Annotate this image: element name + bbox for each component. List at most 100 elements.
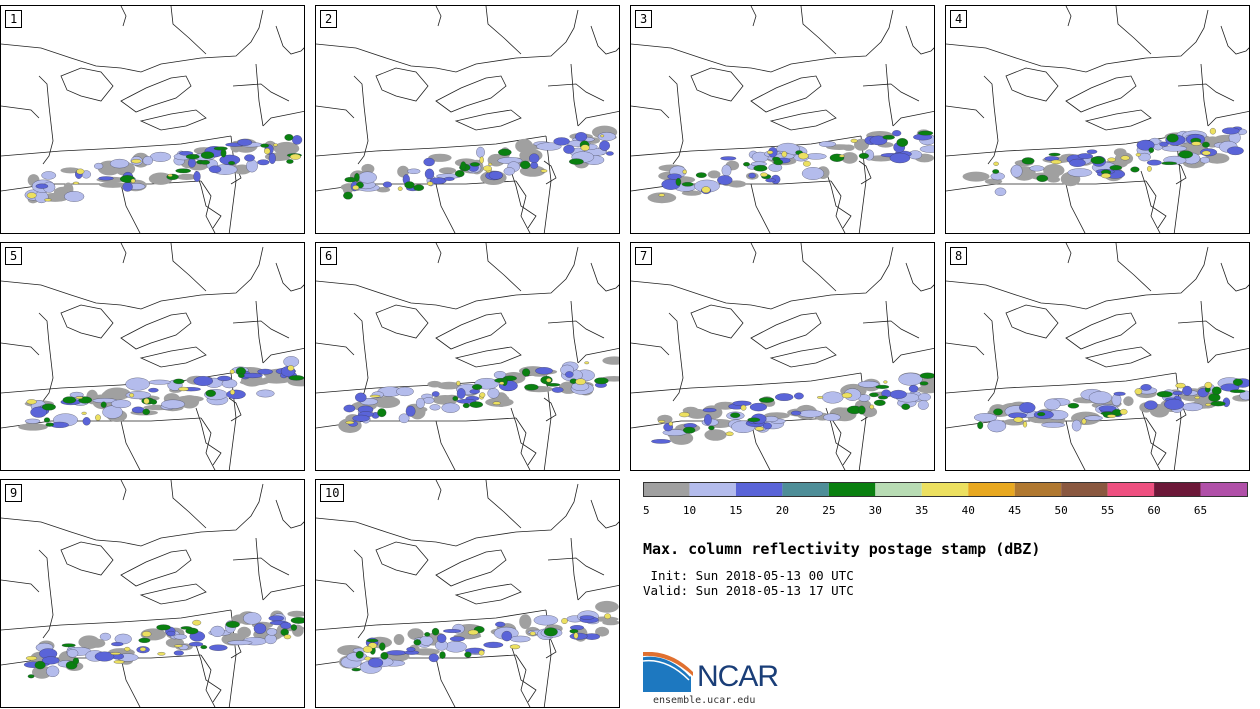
reflectivity-cell bbox=[200, 160, 210, 165]
reflectivity-cell bbox=[404, 181, 415, 189]
reflectivity-cell bbox=[109, 158, 130, 169]
panel-label: 1 bbox=[5, 10, 23, 28]
map-boundary-line bbox=[547, 320, 605, 339]
map-boundary-line bbox=[892, 110, 934, 127]
reflectivity-cell bbox=[1086, 149, 1098, 154]
map-boundary-line bbox=[1, 483, 264, 547]
map-boundary-line bbox=[1, 342, 40, 356]
reflectivity-cell bbox=[157, 652, 166, 656]
reflectivity-cell bbox=[1021, 157, 1035, 165]
map-boundary-line bbox=[1, 135, 232, 157]
map-boundary-line bbox=[858, 160, 872, 185]
ensemble-member-panel-7: 7 bbox=[630, 242, 935, 471]
reflectivity-cell bbox=[647, 192, 677, 204]
logo-wordmark: NCAR bbox=[697, 660, 779, 693]
reflectivity-cell bbox=[686, 408, 709, 419]
reflectivity-cell bbox=[45, 422, 54, 427]
reflectivity-cell bbox=[917, 130, 934, 136]
reflectivity-cell bbox=[483, 641, 504, 648]
reflectivity-cell bbox=[725, 431, 734, 436]
reflectivity-cell bbox=[773, 159, 784, 166]
reflectivity-cell bbox=[94, 651, 115, 662]
colorbar-tick-label: 30 bbox=[869, 504, 882, 517]
reflectivity-cell bbox=[1120, 155, 1130, 161]
reflectivity-cell bbox=[476, 146, 485, 158]
map-boundary-line bbox=[946, 9, 1209, 73]
map-boundary-line bbox=[316, 579, 355, 593]
reflectivity-cell bbox=[720, 156, 737, 161]
reflectivity-cell bbox=[702, 408, 717, 413]
reflectivity-cell bbox=[142, 408, 150, 416]
reflectivity-cell bbox=[415, 397, 425, 409]
reflectivity-cell bbox=[882, 134, 895, 140]
reflectivity-cell bbox=[594, 377, 609, 385]
reflectivity-cell bbox=[545, 383, 561, 387]
reflectivity-cell bbox=[1191, 141, 1202, 146]
reflectivity-cell bbox=[431, 391, 440, 397]
website-link[interactable]: ensemble.ucar.edu bbox=[653, 695, 756, 706]
reflectivity-cell bbox=[193, 376, 213, 386]
chart-title: Max. column reflectivity postage stamp (… bbox=[643, 540, 1041, 558]
reflectivity-cell bbox=[355, 650, 364, 659]
reflectivity-cell bbox=[454, 170, 465, 178]
map-boundary-line bbox=[1065, 312, 1137, 350]
map-boundary-line bbox=[255, 300, 264, 364]
reflectivity-cell bbox=[1138, 152, 1151, 162]
reflectivity-cell bbox=[419, 635, 434, 646]
reflectivity-cell bbox=[192, 619, 202, 626]
reflectivity-cell bbox=[1204, 381, 1213, 389]
map-boundary-line bbox=[232, 83, 290, 102]
reflectivity-cell bbox=[529, 631, 536, 636]
reflectivity-cell bbox=[438, 167, 457, 174]
reflectivity-cell bbox=[161, 399, 185, 409]
reflectivity-cell bbox=[1113, 391, 1126, 396]
map-boundary-line bbox=[905, 25, 934, 55]
map-boundary-line bbox=[1065, 183, 1086, 233]
reflectivity-cell bbox=[730, 412, 741, 418]
reflectivity-cell bbox=[1119, 408, 1128, 415]
map-boundary-line bbox=[316, 342, 355, 356]
reflectivity-cell bbox=[658, 420, 666, 423]
map-boundary-line bbox=[435, 6, 442, 27]
reflectivity-cell bbox=[25, 656, 38, 661]
map-boundary-line bbox=[316, 609, 547, 631]
panel-label: 4 bbox=[950, 10, 968, 28]
map-boundary-line bbox=[515, 654, 531, 707]
reflectivity-cell bbox=[351, 667, 361, 672]
reflectivity-cell bbox=[765, 178, 776, 183]
reflectivity-cell bbox=[801, 167, 825, 180]
reflectivity-cell bbox=[1106, 414, 1117, 418]
ensemble-member-panel-3: 3 bbox=[630, 5, 935, 234]
reflectivity-cell bbox=[898, 372, 923, 386]
map-boundary-line bbox=[892, 347, 934, 364]
map-boundary-line bbox=[570, 300, 579, 364]
reflectivity-cell bbox=[524, 383, 539, 391]
reflectivity-cell bbox=[290, 617, 304, 624]
reflectivity-cell bbox=[708, 425, 715, 431]
reflectivity-cell bbox=[1201, 150, 1211, 156]
reflectivity-cell bbox=[124, 646, 131, 652]
reflectivity-cell bbox=[343, 404, 356, 413]
reflectivity-cell bbox=[987, 419, 1007, 433]
colorbar-swatch bbox=[643, 482, 690, 497]
reflectivity-cell bbox=[352, 414, 370, 422]
reflectivity-cell bbox=[839, 154, 845, 158]
reflectivity-cell bbox=[919, 372, 934, 379]
reflectivity-cell bbox=[492, 401, 501, 405]
map-boundary-line bbox=[1200, 63, 1209, 127]
map-boundary-line bbox=[435, 657, 456, 707]
reflectivity-cell bbox=[355, 392, 367, 403]
reflectivity-cell bbox=[72, 657, 80, 665]
reflectivity-cell bbox=[842, 144, 855, 151]
reflectivity-cell bbox=[753, 164, 768, 172]
reflectivity-cell bbox=[1232, 378, 1243, 386]
reflectivity-cell bbox=[857, 405, 866, 415]
reflectivity-cell bbox=[758, 397, 775, 403]
reflectivity-cell bbox=[1140, 384, 1152, 391]
colorbar-tick-label: 5 bbox=[643, 504, 650, 517]
reflectivity-cell bbox=[225, 620, 240, 628]
reflectivity-cell bbox=[1048, 152, 1061, 157]
map-boundary-line bbox=[139, 346, 207, 368]
reflectivity-cell bbox=[535, 367, 553, 375]
reflectivity-cell bbox=[98, 176, 114, 181]
